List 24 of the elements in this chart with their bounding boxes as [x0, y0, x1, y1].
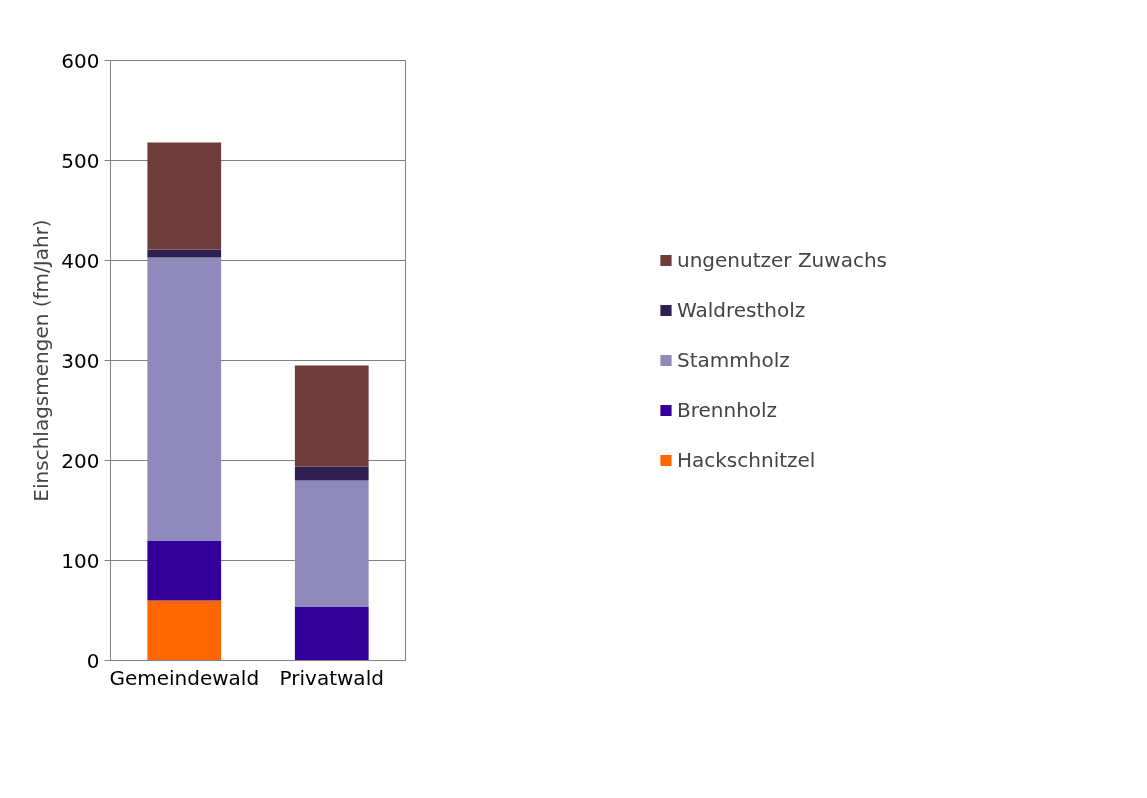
bar — [294, 365, 369, 467]
bar — [147, 600, 222, 661]
legend-label: Stammholz — [676, 348, 790, 372]
bar — [147, 249, 222, 258]
y-tick-label: 300 — [61, 348, 100, 373]
y-tick-label: 400 — [61, 248, 100, 273]
y-tick-label: 200 — [61, 448, 100, 473]
bar — [294, 606, 369, 661]
x-tick-label: Gemeindewald — [109, 665, 260, 690]
y-axis-title: Einschlagsmengen (fm/Jahr) — [29, 219, 54, 502]
y-tick-label: 500 — [61, 148, 100, 173]
y-tick-label: 0 — [86, 648, 100, 673]
y-tick-label: 100 — [61, 548, 100, 573]
bar — [294, 466, 369, 481]
bar — [147, 540, 222, 601]
legend-label: Waldrestholz — [676, 298, 806, 322]
legend-label: Hackschnitzel — [676, 448, 816, 472]
x-tick-label: Privatwald — [279, 665, 384, 690]
bar — [147, 142, 222, 250]
bar — [294, 480, 369, 607]
legend-label: Brennholz — [676, 398, 778, 422]
bar — [147, 257, 222, 541]
y-tick-label: 600 — [61, 48, 100, 73]
legend-label: ungenutzer Zuwachs — [676, 248, 888, 272]
